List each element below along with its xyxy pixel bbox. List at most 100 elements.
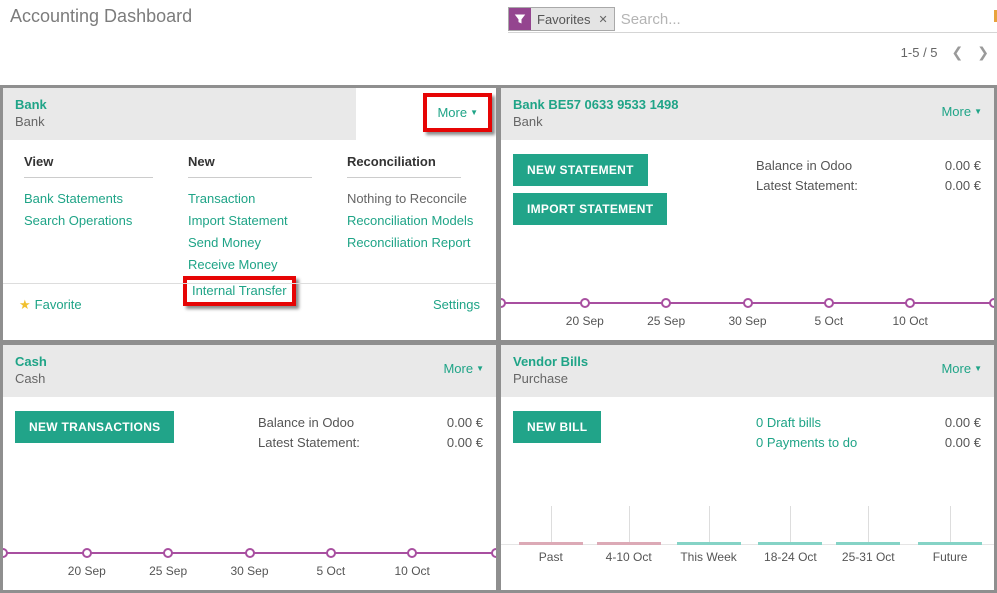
filter-icon bbox=[509, 8, 531, 30]
page-title: Accounting Dashboard bbox=[10, 6, 193, 26]
data-point bbox=[823, 298, 834, 308]
info-row: Balance in Odoo 0.00 € bbox=[258, 413, 483, 433]
bank-be57-info: Balance in Odoo 0.00 € Latest Statement:… bbox=[756, 156, 981, 196]
nothing-to-reconcile-text: Nothing to Reconcile bbox=[346, 191, 467, 206]
annotation-box-internal-transfer: Internal Transfer bbox=[182, 276, 296, 306]
vendor-bills-card-subtitle: Purchase bbox=[513, 371, 568, 386]
settings-link[interactable]: Settings bbox=[433, 297, 480, 312]
data-point bbox=[579, 298, 590, 308]
pager: 1-5 / 5 ❮ ❯ bbox=[901, 44, 989, 61]
annotation-box-more: More ▼ bbox=[423, 93, 492, 132]
bank-be57-card-title[interactable]: Bank BE57 0633 9533 1498 bbox=[513, 97, 679, 112]
journal-card-bank-be57: Bank BE57 0633 9533 1498 Bank More ▼ NEW … bbox=[501, 88, 994, 340]
pager-next-button[interactable]: ❯ bbox=[977, 44, 989, 60]
x-tick-label: 5 Oct bbox=[814, 314, 844, 328]
x-tick-label: 30 Sep bbox=[230, 564, 269, 578]
cash-card-subtitle: Cash bbox=[15, 371, 46, 386]
facet-remove-icon[interactable]: ✕ bbox=[598, 13, 608, 26]
cash-card-header: Cash Cash More ▼ bbox=[3, 345, 496, 397]
latest-statement-value: 0.00 € bbox=[944, 178, 981, 193]
menu-item-internal-transfer[interactable]: Internal Transfer bbox=[182, 276, 347, 306]
search-bar[interactable]: Favorites ✕ bbox=[508, 6, 997, 33]
bar-18-24-oct bbox=[758, 542, 823, 545]
new-transactions-button[interactable]: NEW TRANSACTIONS bbox=[15, 411, 175, 443]
payments-to-do-link[interactable]: 0 Payments to do bbox=[756, 435, 858, 450]
journal-card-vendor-bills: Vendor Bills Purchase More ▼ NEW BILL 0 D… bbox=[501, 345, 994, 590]
data-point bbox=[325, 548, 336, 558]
vendor-bills-bar-chart: Past 4-10 Oct This Week 18-24 Oct 25-31 … bbox=[501, 506, 994, 584]
data-point bbox=[661, 298, 672, 308]
chart-baseline bbox=[501, 544, 994, 545]
info-row: 0 Draft bills 0.00 € bbox=[756, 413, 981, 433]
menu-item-transaction[interactable]: Transaction bbox=[187, 191, 256, 206]
import-statement-button[interactable]: IMPORT STATEMENT bbox=[513, 193, 668, 225]
chevron-down-icon: ▼ bbox=[476, 364, 484, 373]
bank-card-title[interactable]: Bank bbox=[15, 97, 47, 112]
data-point bbox=[163, 548, 174, 558]
data-point bbox=[81, 548, 92, 558]
bank-be57-card-header: Bank BE57 0633 9533 1498 Bank More ▼ bbox=[501, 88, 994, 140]
chart-tick bbox=[708, 506, 710, 544]
menu-item-reconciliation-report[interactable]: Reconciliation Report bbox=[346, 235, 471, 250]
x-tick-label: 20 Sep bbox=[565, 314, 604, 328]
bank-be57-actions: NEW STATEMENT IMPORT STATEMENT bbox=[513, 154, 668, 232]
bank-be57-more-button[interactable]: More ▼ bbox=[941, 104, 982, 119]
bank-more-overlay: More ▼ bbox=[356, 88, 496, 140]
data-point bbox=[3, 548, 8, 558]
x-tick-label: 25 Sep bbox=[647, 314, 686, 328]
draft-bills-link[interactable]: 0 Draft bills bbox=[756, 415, 822, 430]
dropdown-column-new: New Transaction Import Statement Send Mo… bbox=[182, 154, 347, 306]
x-tick-label: 30 Sep bbox=[728, 314, 767, 328]
vendor-bills-card-title[interactable]: Vendor Bills bbox=[513, 354, 589, 369]
vendor-bills-card-header: Vendor Bills Purchase More ▼ bbox=[501, 345, 994, 397]
chart-tick bbox=[790, 506, 792, 544]
bar-this-week bbox=[676, 542, 741, 545]
dropdown-columns: View Bank Statements Search Operations N… bbox=[3, 140, 496, 306]
cash-card-title[interactable]: Cash bbox=[15, 354, 47, 369]
bank-more-button[interactable]: More ▼ bbox=[437, 105, 478, 120]
chevron-down-icon: ▼ bbox=[974, 364, 982, 373]
dropdown-column-view: View Bank Statements Search Operations bbox=[24, 154, 188, 306]
info-row: Latest Statement: 0.00 € bbox=[756, 176, 981, 196]
menu-item-bank-statements[interactable]: Bank Statements bbox=[24, 191, 123, 206]
chart-tick bbox=[550, 506, 552, 544]
menu-item-import-statement[interactable]: Import Statement bbox=[187, 213, 288, 228]
menu-item-send-money[interactable]: Send Money bbox=[187, 235, 261, 250]
column-header-new: New bbox=[187, 154, 312, 178]
search-facet-favorites[interactable]: Favorites ✕ bbox=[508, 7, 615, 31]
new-statement-button[interactable]: NEW STATEMENT bbox=[513, 154, 648, 186]
info-row: Latest Statement: 0.00 € bbox=[258, 433, 483, 453]
bank-more-dropdown: View Bank Statements Search Operations N… bbox=[3, 140, 496, 340]
cash-more-button[interactable]: More ▼ bbox=[443, 361, 484, 376]
column-header-reconciliation: Reconciliation bbox=[346, 154, 461, 178]
data-point bbox=[407, 548, 418, 558]
pager-prev-button[interactable]: ❮ bbox=[951, 44, 964, 60]
data-point bbox=[905, 298, 916, 308]
x-tick-label: Future bbox=[932, 550, 968, 564]
latest-statement-value: 0.00 € bbox=[446, 435, 483, 450]
chart-tick bbox=[628, 506, 630, 544]
search-input[interactable] bbox=[614, 10, 997, 28]
bar-25-31-oct bbox=[836, 542, 901, 545]
x-tick-label: 25-31 Oct bbox=[841, 550, 895, 564]
menu-item-reconciliation-models[interactable]: Reconciliation Models bbox=[346, 213, 474, 228]
balance-label: Balance in Odoo bbox=[756, 158, 853, 173]
menu-item-search-operations[interactable]: Search Operations bbox=[24, 213, 133, 228]
favorite-toggle[interactable]: ★ Favorite bbox=[19, 297, 82, 312]
data-point bbox=[501, 298, 506, 308]
vendor-bills-more-button[interactable]: More ▼ bbox=[941, 361, 982, 376]
x-tick-label: This Week bbox=[680, 550, 737, 564]
data-point bbox=[742, 298, 753, 308]
bank-be57-sparkline: 20 Sep 25 Sep 30 Sep 5 Oct 10 Oct bbox=[501, 292, 994, 334]
dashboard-grid: Bank Bank More ▼ View Bank Statements Sea… bbox=[0, 85, 997, 593]
menu-item-receive-money[interactable]: Receive Money bbox=[187, 257, 278, 272]
data-point bbox=[244, 548, 255, 558]
x-tick-label: Past bbox=[538, 550, 563, 564]
new-bill-button[interactable]: NEW BILL bbox=[513, 411, 602, 443]
bank-card-subtitle: Bank bbox=[15, 114, 45, 129]
search-edge-artifact bbox=[994, 10, 997, 22]
latest-statement-label: Latest Statement: bbox=[756, 178, 858, 193]
x-tick-label: 5 Oct bbox=[316, 564, 346, 578]
chevron-down-icon: ▼ bbox=[470, 108, 478, 117]
